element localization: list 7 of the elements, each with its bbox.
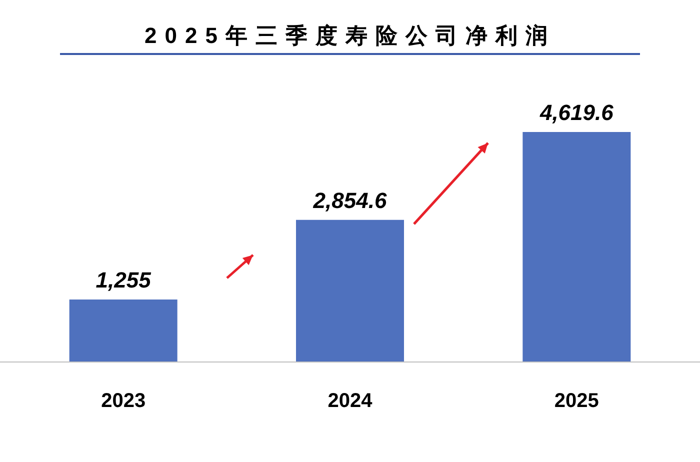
data-label: 4,619.6	[538, 100, 614, 125]
data-label: 1,255	[96, 268, 152, 293]
data-label: 2,854.6	[312, 188, 388, 213]
x-tick-label: 2025	[554, 390, 599, 412]
x-tick-label: 2023	[101, 390, 146, 412]
x-tick-label: 2024	[328, 390, 374, 412]
chart-title: 2025年三季度寿险公司净利润	[144, 23, 556, 48]
